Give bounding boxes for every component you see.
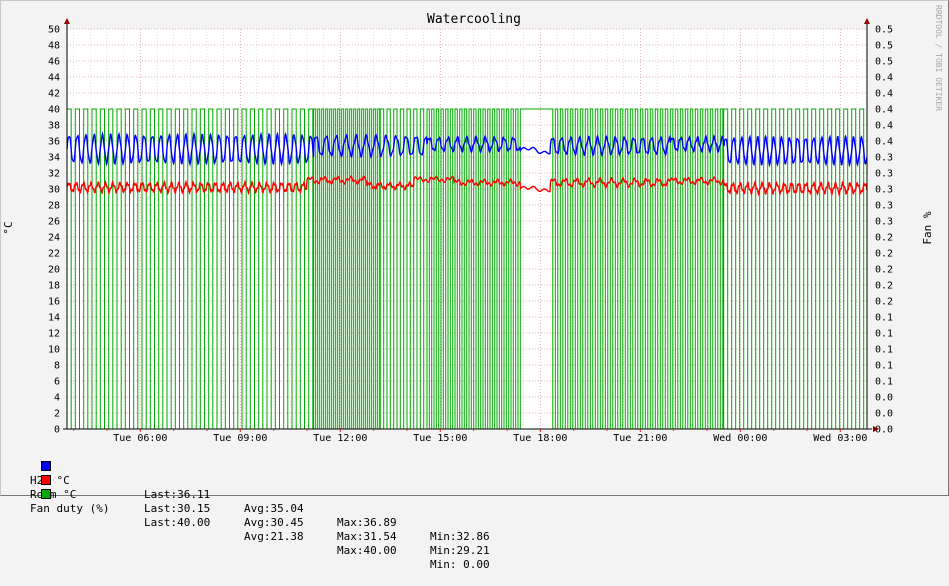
x-tick-label: Wed 00:00 <box>713 433 767 444</box>
x-tick-label: Tue 12:00 <box>313 433 367 444</box>
y-tick-label: 20 <box>48 265 60 276</box>
y-tick-label: 2 <box>54 409 60 420</box>
y-tick-label: 34 <box>48 153 60 164</box>
x-tick-label: Tue 06:00 <box>113 433 167 444</box>
y-axis-arrow <box>64 18 70 24</box>
legend-row-fan: Fan duty (%) Last:40.00 Avg:21.38 Max:40… <box>14 474 490 571</box>
legend-max-h2o: Max:36.89 <box>337 516 397 529</box>
y-tick-label: 18 <box>48 281 60 292</box>
x-tick-label: Tue 09:00 <box>213 433 267 444</box>
legend-swatch-room <box>40 475 51 485</box>
y2-tick-label: 0.4 <box>875 89 893 100</box>
legend-last-h2o: Last:36.11 <box>144 488 211 501</box>
y-tick-label: 40 <box>48 105 60 116</box>
series-h2o-temp-line <box>66 131 868 168</box>
y-tick-label: 26 <box>48 217 60 228</box>
y-tick-label: 16 <box>48 297 60 308</box>
y-tick-label: 6 <box>54 377 60 388</box>
rrdtool-watermark: RRDTOOL / TOBI OETIKER <box>934 5 943 111</box>
y-tick-label: 30 <box>48 185 60 196</box>
plot-area: 0 0.0 2 0.0 4 0.0 6 0.1 8 0.1 10 0.1 12 0.1 14 0.1 16 0.2… <box>48 18 893 444</box>
y2-tick-label: 0.2 <box>875 233 893 244</box>
y2-tick-label: 0.1 <box>875 329 893 340</box>
x-tick-label: Tue 18:00 <box>513 433 567 444</box>
x-tick-label: Tue 21:00 <box>613 433 667 444</box>
legend-max-fan: Max:40.00 <box>337 544 397 557</box>
y2-tick-label: 0.0 <box>875 409 893 420</box>
y2-axis-label: Fan % <box>921 211 934 244</box>
y-tick-label: 8 <box>54 361 60 372</box>
legend-row-room: Room °C Last:30.15 Avg:30.45 Max:31.54 M… <box>14 460 490 557</box>
y2-tick-label: 0.5 <box>875 25 893 36</box>
y2-tick-label: 0.1 <box>875 313 893 324</box>
y-axis-label: °C <box>2 221 15 234</box>
y2-tick-label: 0.2 <box>875 265 893 276</box>
series-room-temp-line <box>66 175 868 197</box>
y2-axis-arrow <box>864 18 870 24</box>
legend-avg-fan: Avg:21.38 <box>244 530 304 543</box>
x-tick-label: Wed 03:00 <box>813 433 867 444</box>
y-tick-label: 12 <box>48 329 60 340</box>
y2-tick-label: 0.2 <box>875 297 893 308</box>
legend-min-h2o: Min:32.86 <box>430 530 490 543</box>
y2-tick-label: 0.3 <box>875 153 893 164</box>
y2-tick-label: 0.0 <box>875 393 893 404</box>
y-tick-label: 0 <box>54 425 60 436</box>
x-axis-arrow <box>873 426 879 432</box>
y-tick-label: 22 <box>48 249 60 260</box>
y2-tick-label: 0.4 <box>875 137 893 148</box>
legend-swatch-h2o <box>40 461 51 471</box>
y-tick-label: 36 <box>48 137 60 148</box>
y-tick-label: 24 <box>48 233 60 244</box>
y2-tick-label: 0.1 <box>875 361 893 372</box>
legend-swatch-fan <box>40 489 51 499</box>
watercooling-chart: Watercooling °C Fan % RRDTOOL / TOBI OET… <box>2 5 943 444</box>
y-tick-label: 46 <box>48 57 60 68</box>
y2-tick-label: 0.2 <box>875 281 893 292</box>
y-tick-label: 28 <box>48 201 60 212</box>
y-tick-label: 4 <box>54 393 60 404</box>
y2-tick-label: 0.3 <box>875 201 893 212</box>
y-tick-label: 50 <box>48 25 60 36</box>
legend-avg-room: Avg:30.45 <box>244 516 304 529</box>
legend: H2O °C Last:36.11 Avg:35.04 Max:36.89 Mi… <box>14 446 490 571</box>
series-fan-duty-line <box>66 108 867 430</box>
legend-row-h2o: H2O °C Last:36.11 Avg:35.04 Max:36.89 Mi… <box>14 446 490 543</box>
y2-tick-label: 0.3 <box>875 217 893 228</box>
y2-tick-label: 0.4 <box>875 105 893 116</box>
y2-tick-label: 0.5 <box>875 41 893 52</box>
legend-max-room: Max:31.54 <box>337 530 397 543</box>
y2-tick-label: 0.4 <box>875 73 893 84</box>
chart-title: Watercooling <box>427 12 521 27</box>
y-tick-label: 44 <box>48 73 60 84</box>
x-tick-label: Tue 15:00 <box>413 433 467 444</box>
y-tick-label: 14 <box>48 313 60 324</box>
legend-last-fan: Last:40.00 <box>144 516 211 529</box>
y2-tick-label: 0.0 <box>875 425 893 436</box>
legend-last-room: Last:30.15 <box>144 502 211 515</box>
y-tick-label: 32 <box>48 169 60 180</box>
y-tick-label: 10 <box>48 345 60 356</box>
y2-tick-label: 0.4 <box>875 121 893 132</box>
y-tick-label: 48 <box>48 41 60 52</box>
y2-tick-label: 0.2 <box>875 249 893 260</box>
y2-tick-label: 0.3 <box>875 185 893 196</box>
legend-avg-h2o: Avg:35.04 <box>244 502 304 515</box>
legend-min-fan: Min: 0.00 <box>430 558 490 571</box>
y2-tick-label: 0.3 <box>875 169 893 180</box>
legend-name-fan: Fan duty (%) <box>30 502 110 515</box>
y2-tick-label: 0.1 <box>875 345 893 356</box>
y-tick-label: 42 <box>48 89 60 100</box>
legend-min-room: Min:29.21 <box>430 544 490 557</box>
y-tick-label: 38 <box>48 121 60 132</box>
y2-tick-label: 0.1 <box>875 377 893 388</box>
y2-tick-label: 0.5 <box>875 57 893 68</box>
